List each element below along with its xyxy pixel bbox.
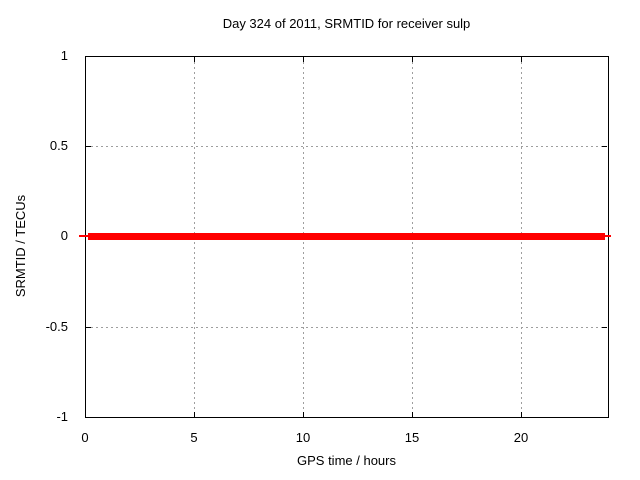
tick-mark <box>194 412 195 417</box>
tick-mark <box>521 57 522 62</box>
y-axis-label: SRMTID / TECUs <box>13 194 28 298</box>
y-tick-label: -1 <box>56 409 68 424</box>
tick-mark <box>194 57 195 62</box>
gridline-y-neg0.5 <box>86 327 607 328</box>
x-tick-label: 20 <box>513 430 529 445</box>
tick-mark <box>602 146 607 147</box>
tick-mark <box>303 57 304 62</box>
tick-mark <box>602 327 607 328</box>
chart-title: Day 324 of 2011, SRMTID for receiver sul… <box>222 16 471 31</box>
y-tick-label: 1 <box>60 48 68 63</box>
x-tick-label: 15 <box>404 430 420 445</box>
y-tick-label: 0 <box>60 228 68 243</box>
tick-mark <box>412 57 413 62</box>
gridline-y-0.5 <box>86 146 607 147</box>
x-tick-label: 5 <box>190 430 198 445</box>
tick-mark <box>86 146 91 147</box>
tick-mark <box>86 327 91 328</box>
x-axis-label: GPS time / hours <box>297 453 396 468</box>
tick-mark <box>521 412 522 417</box>
y-tick-label: 0.5 <box>49 138 68 153</box>
x-tick-label: 0 <box>81 430 89 445</box>
tick-mark <box>303 412 304 417</box>
y-tick-label: -0.5 <box>45 319 68 334</box>
tick-mark <box>412 412 413 417</box>
data-series-srmtid-line <box>88 233 605 240</box>
x-tick-label: 10 <box>295 430 311 445</box>
